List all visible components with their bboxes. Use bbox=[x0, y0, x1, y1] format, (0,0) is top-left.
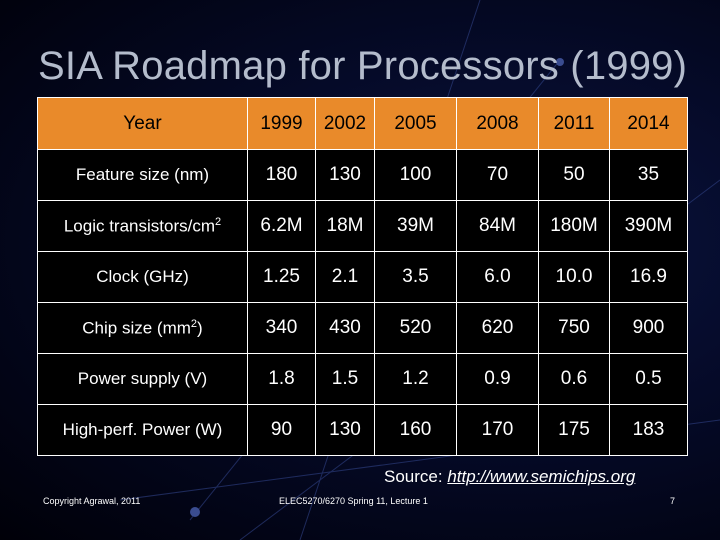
roadmap-table: Year 1999 2002 2005 2008 2011 2014 Feature size… bbox=[37, 97, 688, 456]
table-cell: 3.5 bbox=[374, 251, 457, 303]
table-cell: 170 bbox=[456, 404, 539, 456]
table-cell: 175 bbox=[538, 404, 610, 456]
row-label-text: Power supply (V) bbox=[77, 369, 208, 388]
table-cell: 160 bbox=[374, 404, 457, 456]
table-row: Chip size (mm2) 340 430 520 620 750 900 bbox=[37, 302, 688, 354]
row-label-superscript: 2 bbox=[215, 215, 222, 228]
header-year-cell: 2011 bbox=[538, 97, 610, 150]
table-cell: 70 bbox=[456, 149, 539, 201]
slide-title: SIA Roadmap for Processors (1999) bbox=[38, 44, 688, 88]
row-label-text: Chip size (mm bbox=[82, 318, 191, 338]
table-row: Logic transistors/cm2 6.2M 18M 39M 84M 180M 39… bbox=[37, 200, 688, 252]
row-label: Feature size (nm) bbox=[37, 149, 248, 201]
table-cell: 10.0 bbox=[538, 251, 610, 303]
table-cell: 130 bbox=[315, 404, 375, 456]
table-cell: 90 bbox=[247, 404, 316, 456]
table-cell: 100 bbox=[374, 149, 457, 201]
table-cell: 750 bbox=[538, 302, 610, 354]
table-cell: 520 bbox=[374, 302, 457, 354]
decorative-dot bbox=[190, 507, 200, 517]
row-label: Power supply (V) bbox=[37, 353, 248, 405]
table-cell: 16.9 bbox=[609, 251, 688, 303]
row-label: Logic transistors/cm2 bbox=[37, 200, 248, 252]
table-cell: 6.0 bbox=[456, 251, 539, 303]
row-label-superscript: 2 bbox=[190, 317, 198, 330]
header-year-cell: 1999 bbox=[247, 97, 316, 150]
table-cell: 180M bbox=[538, 200, 610, 252]
row-label: Chip size (mm2) bbox=[37, 302, 248, 354]
table-cell: 84M bbox=[456, 200, 539, 252]
footer-course: ELEC5270/6270 Spring 11, Lecture 1 bbox=[279, 496, 428, 506]
header-year-cell: 2008 bbox=[456, 97, 539, 150]
source-citation: Source: http://www.semichips.org bbox=[384, 467, 635, 487]
table-cell: 0.9 bbox=[456, 353, 539, 405]
table-cell: 0.6 bbox=[538, 353, 610, 405]
header-year-cell: 2005 bbox=[374, 97, 457, 150]
table-cell: 1.5 bbox=[315, 353, 375, 405]
table-cell: 390M bbox=[609, 200, 688, 252]
roadmap-table-container: Year 1999 2002 2005 2008 2011 2014 Feature size… bbox=[37, 97, 688, 456]
header-year-cell: 2014 bbox=[609, 97, 688, 150]
header-year-label: Year bbox=[37, 97, 248, 150]
table-cell: 2.1 bbox=[315, 251, 375, 303]
source-label: Source: bbox=[384, 467, 448, 486]
row-label: High-perf. Power (W) bbox=[37, 404, 248, 456]
row-label-text: Clock (GHz) bbox=[96, 267, 189, 286]
table-cell: 1.25 bbox=[247, 251, 316, 303]
table-cell: 130 bbox=[315, 149, 375, 201]
table-header-row: Year 1999 2002 2005 2008 2011 2014 bbox=[37, 97, 688, 150]
row-label-text: High-perf. Power (W) bbox=[62, 420, 223, 439]
source-link[interactable]: http://www.semichips.org bbox=[447, 467, 636, 486]
table-cell: 50 bbox=[538, 149, 610, 201]
table-cell: 183 bbox=[609, 404, 688, 456]
row-label-text: Feature size (nm) bbox=[75, 165, 210, 184]
header-year-cell: 2002 bbox=[315, 97, 375, 150]
row-label-suffix: ) bbox=[197, 318, 203, 338]
table-row: Power supply (V) 1.8 1.5 1.2 0.9 0.6 0.5 bbox=[37, 353, 688, 405]
table-cell: 0.5 bbox=[609, 353, 688, 405]
table-cell: 620 bbox=[456, 302, 539, 354]
footer-copyright: Copyright Agrawal, 2011 bbox=[43, 496, 141, 506]
row-label-text: Logic transistors/cm bbox=[63, 216, 216, 236]
table-cell: 340 bbox=[247, 302, 316, 354]
table-cell: 18M bbox=[315, 200, 375, 252]
table-cell: 900 bbox=[609, 302, 688, 354]
table-cell: 39M bbox=[374, 200, 457, 252]
table-row: High-perf. Power (W) 90 130 160 170 175 183 bbox=[37, 404, 688, 456]
table-cell: 180 bbox=[247, 149, 316, 201]
page-number: 7 bbox=[670, 496, 676, 506]
table-row: Clock (GHz) 1.25 2.1 3.5 6.0 10.0 16.9 bbox=[37, 251, 688, 303]
table-cell: 35 bbox=[609, 149, 688, 201]
table-cell: 6.2M bbox=[247, 200, 316, 252]
table-row: Feature size (nm) 180 130 100 70 50 35 bbox=[37, 149, 688, 201]
row-label: Clock (GHz) bbox=[37, 251, 248, 303]
table-cell: 1.2 bbox=[374, 353, 457, 405]
table-cell: 1.8 bbox=[247, 353, 316, 405]
table-cell: 430 bbox=[315, 302, 375, 354]
